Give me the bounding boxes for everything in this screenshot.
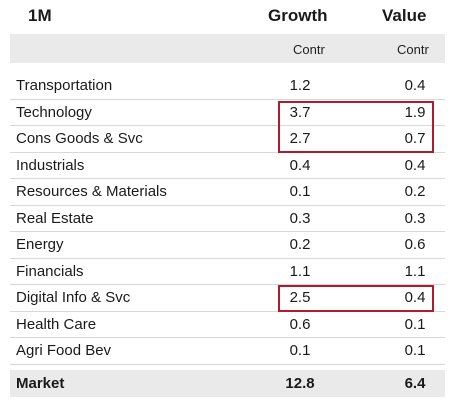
sector-name: Technology [16, 103, 92, 121]
table-row: Transportation 1.2 0.4 [10, 73, 445, 100]
growth-contribution: 2.5 [289, 289, 311, 306]
growth-contribution: 0.1 [289, 342, 311, 359]
growth-contribution: 0.4 [289, 156, 311, 174]
table-row: Cons Goods & Svc 2.7 0.7 [10, 126, 445, 153]
growth-contribution: 0.3 [289, 209, 311, 227]
growth-column-header: Growth [268, 6, 328, 25]
value-contribution: 0.2 [404, 183, 426, 200]
table-row: Health Care 0.6 0.1 [10, 312, 445, 338]
period-label: 1M [28, 6, 52, 25]
value-contribution: 1.9 [404, 103, 426, 121]
table-body: Transportation 1.2 0.4 Technology 3.7 1.… [10, 73, 445, 365]
value-contribution: 0.6 [404, 236, 426, 253]
sector-name: Agri Food Bev [16, 342, 112, 359]
subheader-row: Contr Contr [10, 34, 445, 63]
market-total-row: Market 12.8 6.4 [10, 370, 445, 397]
table-row: Financials 1.1 1.1 [10, 259, 445, 285]
sector-name: Cons Goods & Svc [16, 130, 143, 147]
value-contribution: 0.4 [404, 77, 426, 94]
table-row: Digital Info & Svc 2.5 0.4 [10, 285, 445, 312]
growth-contribution: 1.2 [289, 77, 311, 94]
highlight-box-tech-consumer [278, 101, 434, 153]
sector-name: Financials [16, 262, 84, 280]
table-row: Real Estate 0.3 0.3 [10, 206, 445, 232]
growth-subheader: Contr [293, 42, 325, 57]
table-row: Resources & Materials 0.1 0.2 [10, 179, 445, 206]
value-subheader: Contr [397, 42, 429, 57]
growth-contribution: 0.1 [289, 183, 311, 200]
value-column-header: Value [382, 6, 427, 25]
sector-name: Resources & Materials [16, 183, 167, 200]
growth-contribution: 1.1 [289, 262, 311, 280]
value-contribution: 0.1 [404, 342, 426, 359]
sector-name: Health Care [16, 315, 97, 333]
sector-name: Real Estate [16, 209, 94, 227]
sector-name: Digital Info & Svc [16, 289, 131, 306]
market-growth-total: 12.8 [285, 375, 315, 392]
growth-contribution: 0.2 [289, 236, 311, 253]
sector-name: Industrials [16, 156, 85, 174]
table-row: Industrials 0.4 0.4 [10, 153, 445, 179]
sector-name: Transportation [16, 77, 113, 94]
value-contribution: 0.7 [404, 130, 426, 147]
value-contribution: 1.1 [404, 262, 426, 280]
table-row: Energy 0.2 0.6 [10, 232, 445, 259]
value-contribution: 0.3 [404, 209, 426, 227]
growth-contribution: 0.6 [289, 315, 311, 333]
growth-contribution: 3.7 [289, 103, 311, 121]
growth-contribution: 2.7 [289, 130, 311, 147]
value-contribution: 0.4 [404, 156, 426, 174]
market-label: Market [16, 375, 65, 392]
table-row: Agri Food Bev 0.1 0.1 [10, 338, 445, 365]
table-row: Technology 3.7 1.9 [10, 100, 445, 126]
value-contribution: 0.1 [404, 315, 426, 333]
highlight-box-digital [278, 285, 434, 312]
value-contribution: 0.4 [404, 289, 426, 306]
table-header: 1M Growth Value [0, 0, 445, 32]
market-value-total: 6.4 [404, 375, 426, 392]
sector-name: Energy [16, 236, 64, 253]
